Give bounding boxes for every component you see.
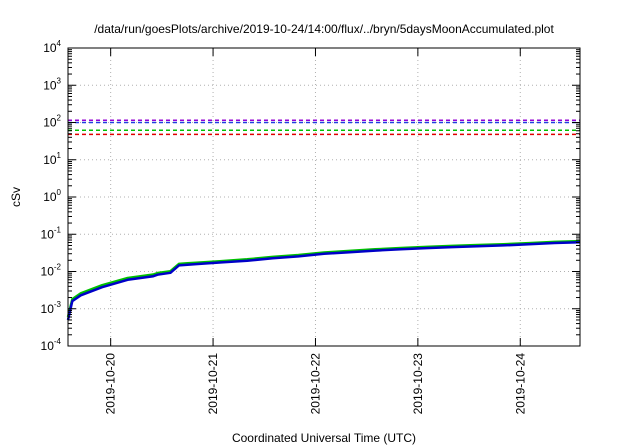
y-tick-label: 104: [43, 39, 61, 55]
grid-lines: [68, 47, 580, 347]
y-tick-label: 10-1: [41, 225, 62, 241]
axis-ticks: [68, 47, 580, 347]
chart-title: /data/run/goesPlots/archive/2019-10-24/1…: [94, 22, 554, 36]
x-axis-label: Coordinated Universal Time (UTC): [232, 431, 416, 445]
series-line: [66, 239, 581, 318]
x-tick-label: 2019-10-21: [206, 353, 220, 415]
y-tick-label: 10-2: [41, 263, 62, 279]
series-line: [66, 240, 581, 321]
y-tick-labels: 10-4 10-3 10-2 10-1 100 101 102 103 104: [41, 39, 62, 353]
series-lines: [66, 239, 581, 321]
x-tick-label: 2019-10-24: [513, 353, 527, 415]
y-tick-label: 10-4: [41, 337, 62, 353]
y-tick-label: 10-3: [41, 300, 62, 316]
x-tick-labels: 2019-10-20 2019-10-21 2019-10-22 2019-10-23…: [104, 353, 528, 415]
y-axis-label: cSv: [9, 187, 23, 207]
x-tick-label: 2019-10-20: [104, 353, 118, 415]
x-tick-label: 2019-10-22: [308, 353, 322, 415]
y-tick-label: 103: [43, 76, 61, 92]
y-tick-label: 101: [43, 151, 61, 167]
y-tick-label: 100: [43, 188, 61, 204]
reference-lines: [68, 119, 580, 136]
y-tick-label: 102: [43, 114, 61, 130]
x-tick-label: 2019-10-23: [411, 353, 425, 415]
